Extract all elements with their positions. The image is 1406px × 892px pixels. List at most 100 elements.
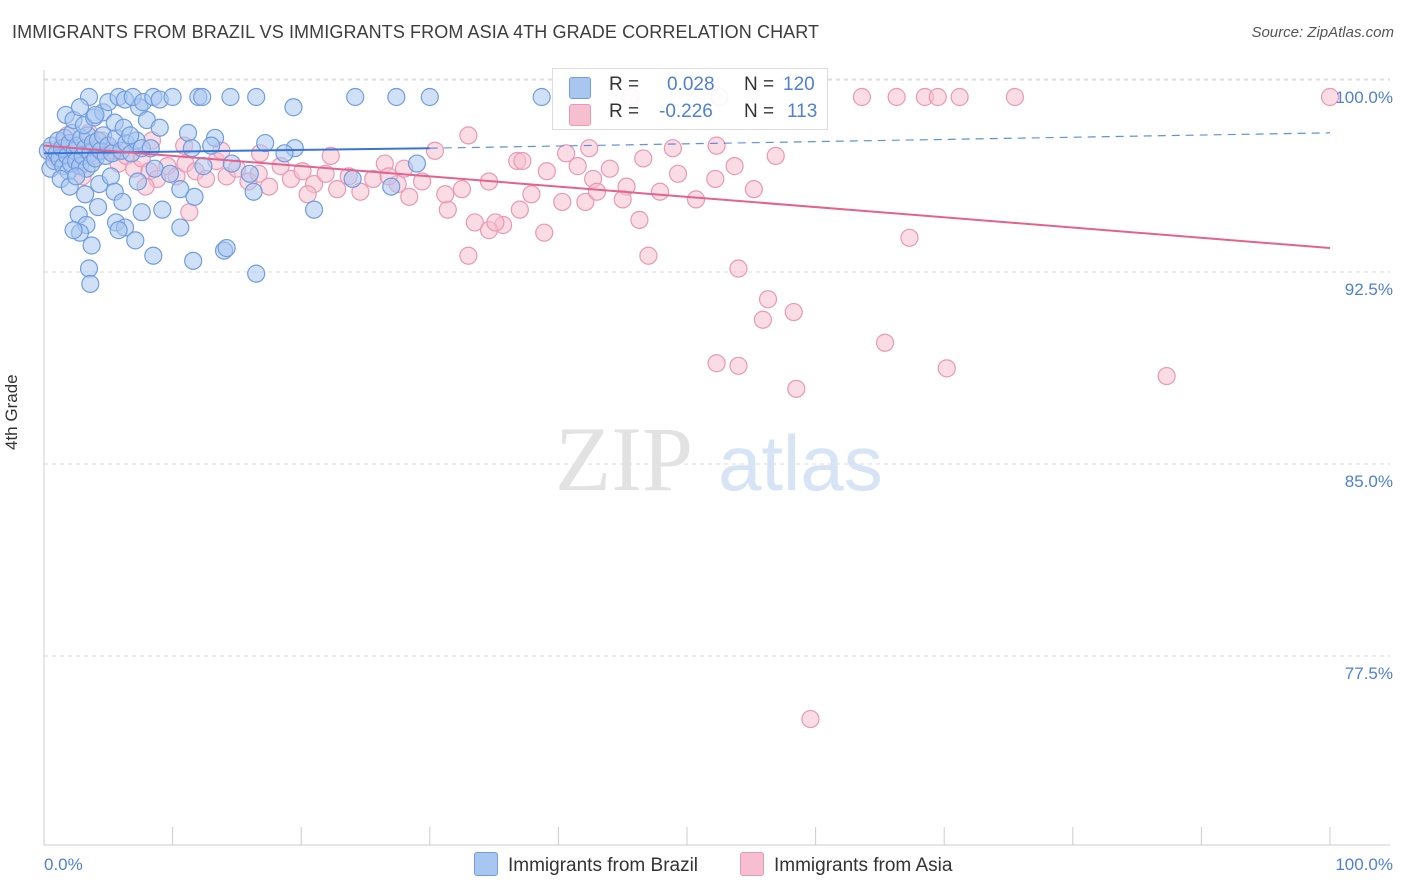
asia-point [1005, 87, 1025, 107]
brazil-point [101, 167, 120, 186]
brazil-point [221, 87, 240, 107]
legend-n-value-asia: 113 [787, 101, 818, 122]
asia-point [613, 190, 632, 209]
asia-point [587, 182, 607, 201]
asia-point [663, 139, 682, 158]
brazil-trend-line [43, 147, 430, 155]
brazil-point [193, 87, 212, 107]
brazil-point [160, 164, 180, 183]
legend-n-label: N = [744, 101, 775, 122]
bottom-legend-swatch-asia [740, 852, 764, 876]
asia-point [650, 182, 670, 201]
brazil-point [67, 167, 86, 186]
asia-point [706, 169, 725, 189]
asia-point [852, 87, 871, 107]
asia-point [557, 144, 576, 163]
brazil-points [38, 87, 551, 293]
asia-point [744, 180, 763, 199]
brazil-point [64, 221, 83, 240]
y-tick-label: 92.5% [1345, 280, 1393, 299]
asia-trend-line [43, 144, 1331, 250]
brazil-point [128, 172, 147, 191]
bottom-legend-swatch-brazil [474, 852, 498, 876]
brazil-point [81, 274, 100, 293]
asia-point [630, 210, 649, 229]
brazil-point [76, 185, 95, 204]
asia-point [668, 164, 688, 183]
brazil-point [82, 236, 101, 255]
y-tick-label: 100.0% [1335, 88, 1393, 107]
brazil-point [132, 203, 151, 222]
asia-point [928, 87, 947, 107]
asia-point [522, 185, 541, 204]
brazil-point [247, 87, 266, 107]
asia-point [707, 354, 726, 373]
asia-point [328, 180, 347, 199]
brazil-point [182, 139, 201, 158]
asia-point [784, 302, 803, 322]
asia-point [510, 200, 529, 219]
brazil-point [88, 197, 108, 217]
brazil-point [171, 180, 190, 199]
asia-point [576, 192, 595, 212]
asia-point [766, 146, 785, 165]
brazil-point [121, 126, 140, 145]
y-tick-label: 77.5% [1345, 664, 1393, 683]
source-label: Source: ZipAtlas.com [1251, 24, 1394, 41]
brazil-point [240, 164, 259, 183]
x-tick-label-max: 100.0% [1335, 855, 1393, 874]
bottom-legend-label-asia: Immigrants from Asia [774, 855, 953, 876]
legend-swatch-asia [569, 104, 591, 126]
brazil-point [217, 238, 236, 258]
brazil-point [387, 87, 406, 107]
asia-point [729, 259, 748, 278]
brazil-point [420, 87, 439, 107]
asia-point [634, 149, 653, 168]
brazil-point [184, 251, 203, 270]
asia-point [425, 141, 445, 160]
legend-n-value-brazil: 120 [783, 74, 815, 95]
brazil-point [407, 154, 427, 173]
brazil-point [113, 192, 132, 212]
brazil-point [256, 133, 275, 153]
axes [43, 70, 1390, 846]
brazil-point [70, 98, 90, 117]
asia-point [1320, 87, 1340, 107]
asia-point [438, 200, 457, 219]
brazil-trend-extension [429, 132, 1331, 149]
asia-point [513, 151, 532, 171]
asia-point [887, 87, 906, 107]
x-tick-label-min: 0.0% [44, 855, 83, 874]
brazil-point [382, 177, 401, 196]
brazil-point [532, 87, 551, 107]
brazil-point [150, 118, 169, 137]
brazil-point [222, 154, 241, 173]
asia-point [686, 190, 706, 209]
brazil-point [86, 105, 105, 125]
brazil-point [247, 264, 266, 283]
legend-r-label: R = [609, 74, 640, 95]
trend-lines [43, 132, 1331, 250]
asia-point [600, 159, 619, 178]
asia-point [875, 333, 895, 352]
asia-point [639, 246, 658, 265]
asia-point [758, 290, 778, 309]
asia-point [787, 379, 806, 398]
asia-point [298, 185, 317, 204]
legend-r-value-brazil: 0.028 [667, 74, 715, 95]
asia-point [465, 213, 484, 232]
asia-point [937, 359, 956, 378]
asia-point [259, 177, 279, 196]
brazil-point [153, 200, 172, 219]
asia-point [321, 146, 340, 165]
brazil-point [346, 87, 365, 107]
bottom-legend-label-brazil: Immigrants from Brazil [508, 855, 699, 876]
legend-r-value-asia: -0.226 [659, 101, 713, 122]
asia-point [459, 246, 478, 265]
asia-point [412, 172, 432, 191]
asia-point [568, 157, 587, 176]
asia-point [436, 185, 455, 204]
asia-point [729, 356, 748, 375]
brazil-point [284, 98, 303, 117]
